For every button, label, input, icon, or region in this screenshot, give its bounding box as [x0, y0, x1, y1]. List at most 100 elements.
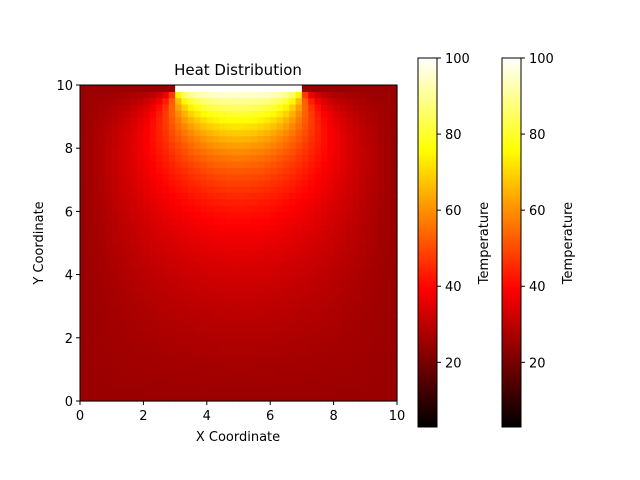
heatmap-cell: [257, 135, 265, 143]
heatmap-cell: [118, 261, 125, 269]
heatmap-cell: [219, 224, 227, 231]
heatmap-cell: [371, 116, 379, 124]
heatmap-cell: [339, 363, 347, 370]
heatmap-cell: [105, 350, 113, 358]
heatmap-cell: [111, 135, 119, 143]
heatmap-cell: [352, 293, 360, 301]
heatmap-cell: [143, 198, 151, 206]
heatmap-cell: [118, 160, 125, 168]
heatmap-cell: [289, 122, 297, 130]
heatmap-cell: [181, 312, 189, 320]
heatmap-cell: [118, 306, 125, 314]
heatmap-cell: [377, 116, 385, 124]
heatmap-cell: [301, 141, 309, 149]
heatmap-cell: [86, 337, 94, 345]
heatmap-cell: [99, 135, 106, 143]
heatmap-cell: [358, 186, 366, 194]
heatmap-cell: [124, 236, 132, 244]
heatmap-cell: [143, 230, 151, 238]
heatmap-cell: [162, 116, 170, 124]
heatmap-cell: [187, 331, 195, 339]
heatmap-cell: [320, 299, 328, 307]
heatmap-cell: [308, 356, 316, 364]
heatmap-cell: [162, 249, 170, 257]
heatmap-cell: [149, 350, 157, 358]
heatmap-cell: [225, 255, 233, 263]
heatmap-cell: [175, 205, 183, 212]
heatmap-cell: [213, 186, 221, 194]
heatmap-cell: [358, 148, 366, 156]
heatmap-cell: [251, 154, 259, 162]
heatmap-cell: [301, 154, 309, 162]
heatmap-cell: [257, 356, 265, 364]
heatmap-cell: [168, 325, 176, 333]
heatmap-cell: [346, 363, 354, 370]
heatmap-cell: [206, 394, 214, 402]
heatmap-cell: [308, 141, 316, 149]
heatmap-cell: [232, 110, 240, 118]
heatmap-cell: [194, 205, 202, 212]
heatmap-cell: [238, 344, 246, 352]
heatmap-cell: [346, 160, 354, 168]
heatmap-cell: [257, 154, 265, 162]
heatmap-cell: [276, 167, 284, 175]
heatmap-cell: [346, 122, 354, 130]
heatmap-cell: [111, 280, 119, 288]
heatmap-cell: [80, 274, 87, 282]
heatmap-cell: [320, 249, 328, 257]
heatmap-cell: [244, 337, 252, 345]
heatmap-cell: [187, 179, 195, 187]
heatmap-cell: [162, 211, 170, 219]
heatmap-cell: [270, 375, 278, 383]
heatmap-cell: [270, 129, 278, 137]
heatmap-cell: [327, 344, 335, 352]
heatmap-cell: [301, 287, 309, 295]
heatmap-cell: [301, 97, 309, 105]
heatmap-cell: [219, 91, 227, 99]
heatmap-cell: [80, 344, 87, 352]
heatmap-cell: [200, 154, 208, 162]
heatmap-cell: [130, 205, 138, 212]
heatmap-cell: [257, 141, 265, 149]
heatmap-cell: [263, 160, 271, 168]
heatmap-cell: [301, 85, 309, 92]
heatmap-cell: [86, 350, 94, 358]
heatmap-cell: [118, 211, 125, 219]
heatmap-cell: [276, 243, 284, 250]
heatmap-cell: [270, 293, 278, 301]
heatmap-cell: [377, 230, 385, 238]
heatmap-cell: [175, 167, 183, 175]
heatmap-cell: [270, 369, 278, 377]
heatmap-cell: [213, 211, 221, 219]
heatmap-cell: [333, 280, 341, 288]
heatmap-cell: [86, 344, 94, 352]
heatmap-cell: [301, 337, 309, 345]
heatmap-cell: [289, 261, 297, 269]
heatmap-cell: [111, 198, 119, 206]
heatmap-cell: [219, 116, 227, 124]
heatmap-cell: [352, 198, 360, 206]
heatmap-cell: [175, 198, 183, 206]
heatmap-cell: [130, 167, 138, 175]
heatmap-cell: [301, 205, 309, 212]
heatmap-cell: [377, 97, 385, 105]
heatmap-cell: [251, 224, 259, 231]
heatmap-cell: [244, 224, 252, 231]
heatmap-cell: [244, 363, 252, 370]
heatmap-cell: [99, 249, 106, 257]
heatmap-cell: [175, 249, 183, 257]
heatmap-cell: [86, 230, 94, 238]
heatmap-cell: [86, 318, 94, 326]
heatmap-cell: [206, 91, 214, 99]
heatmap-cell: [118, 299, 125, 307]
heatmap-cell: [206, 116, 214, 124]
heatmap-cell: [320, 154, 328, 162]
heatmap-cell: [175, 394, 183, 402]
heatmap-cell: [99, 350, 106, 358]
heatmap-cell: [289, 268, 297, 276]
heatmap-cell: [80, 122, 87, 130]
heatmap-cell: [358, 306, 366, 314]
heatmap-cell: [206, 274, 214, 282]
heatmap-cell: [377, 350, 385, 358]
heatmap-cell: [181, 211, 189, 219]
